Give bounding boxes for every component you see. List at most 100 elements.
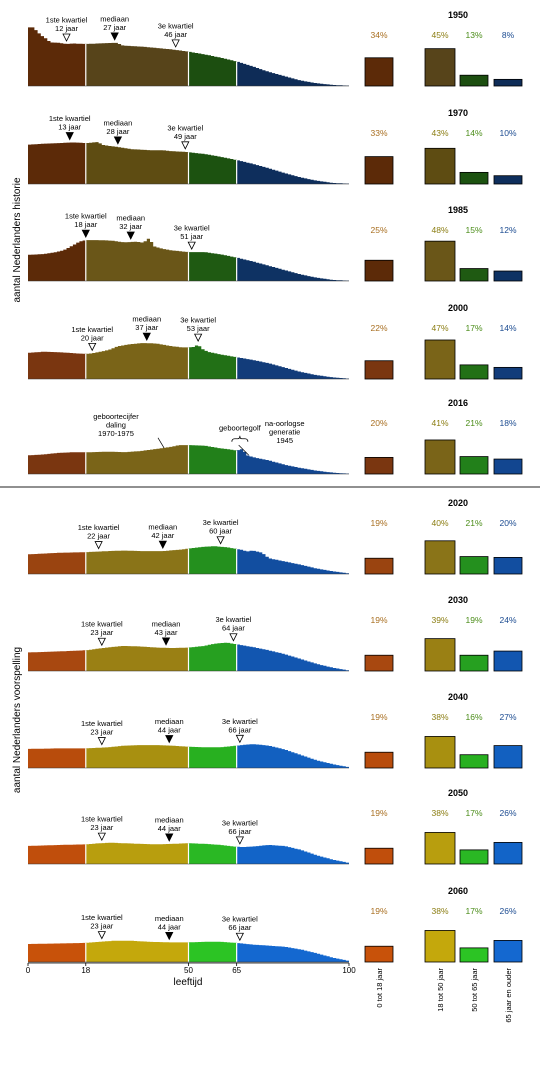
share-label-1970-3: 10% (499, 128, 516, 138)
share-bar-2040-0 (364, 751, 394, 769)
age-area-2016-g1 (85, 445, 189, 474)
annotation-text-1950-2-1: 46 jaar (164, 30, 187, 39)
quartile-marker-2060-2 (235, 932, 245, 942)
age-area-2000-g2 (188, 345, 237, 379)
age-area-2060-g0 (28, 942, 86, 962)
quartile-marker-2050-1 (165, 833, 174, 842)
annotation-text-2000-0-0: 1ste kwartiel (71, 325, 113, 334)
share-bar-2020-2 (459, 556, 489, 575)
pointer-2016-0 (157, 437, 165, 448)
share-bar-1970-0 (364, 156, 394, 185)
share-bar-2000-1 (424, 339, 456, 380)
annotation-text-2050-2-1: 66 jaar (228, 827, 251, 836)
age-area-2050-g1 (85, 842, 189, 864)
age-area-1985-g3 (236, 257, 349, 281)
share-label-2030-2: 19% (465, 615, 482, 625)
age-area-2020-g2 (188, 546, 237, 574)
share-bar-2016-0 (364, 456, 394, 475)
annotation-text-2050-0-0: 1ste kwartiel (81, 815, 123, 824)
share-bar-1985-2 (459, 268, 489, 282)
age-area-2016-g0 (28, 452, 86, 474)
annotation-text-2050-2-0: 3e kwartiel (222, 818, 258, 827)
share-label-2030-3: 24% (499, 615, 516, 625)
share-label-1985-0: 25% (370, 225, 387, 235)
quartile-marker-2050-0 (97, 832, 106, 842)
annotation-text-2060-1-0: mediaan (155, 914, 184, 923)
annotation-text-1970-0-1: 13 jaar (58, 123, 81, 132)
quartile-marker-1970-2 (181, 141, 190, 150)
annotation-text-2040-2-1: 66 jaar (228, 725, 251, 734)
age-area-2040-g1 (85, 745, 189, 768)
annotation-text-2060-2-0: 3e kwartiel (222, 915, 258, 924)
age-area-1950-g2 (188, 51, 237, 86)
age-area-2030-g1 (85, 646, 189, 671)
age-area-2016-g3 (236, 449, 349, 474)
share-bar-2060-2 (459, 947, 489, 963)
quartile-marker-1970-1 (113, 136, 123, 145)
share-label-2016-0: 20% (370, 418, 387, 428)
quartile-marker-2030-0 (97, 637, 106, 647)
share-label-1985-2: 15% (465, 225, 482, 235)
x-tick-label-1: 18 (81, 966, 90, 975)
age-area-2050-g0 (28, 844, 86, 864)
year-label-2016: 2016 (448, 398, 468, 408)
annotation-text-2020-2-1: 60 jaar (209, 527, 232, 536)
quartile-marker-2050-2 (235, 836, 245, 845)
age-area-1985-g2 (188, 252, 237, 281)
x-axis: 0 18 50 65 100 (26, 962, 356, 975)
share-label-2020-1: 40% (431, 518, 448, 528)
annotation-2016-1: geboortegolf (219, 424, 262, 442)
age-area-2020-g0 (28, 552, 86, 574)
annotation-text-2050-1-0: mediaan (155, 815, 184, 824)
share-bar-2000-2 (459, 364, 489, 380)
age-area-2050-g2 (188, 843, 237, 864)
quartile-marker-2030-2 (229, 633, 238, 642)
annotation-text-2030-0-0: 1ste kwartiel (81, 620, 123, 629)
share-bar-1950-0 (364, 57, 394, 87)
quartile-marker-2000-2 (193, 333, 203, 342)
age-area-2030-g0 (28, 650, 86, 671)
year-label-2060: 2060 (448, 886, 468, 896)
annotation-text-2016-0-0: geboortecijfer (93, 412, 139, 421)
age-area-2060-g2 (188, 941, 237, 962)
share-label-2020-2: 21% (465, 518, 482, 528)
age-area-1950-g0 (28, 27, 86, 86)
age-area-1970-g0 (28, 142, 86, 184)
share-bar-1970-3 (493, 175, 523, 185)
share-label-1970-2: 14% (465, 128, 482, 138)
age-group-labels: 0 tot 18 jaar 18 tot 50 jaar 50 tot 65 jaa… (375, 967, 513, 1022)
year-label-1950: 1950 (448, 10, 468, 20)
age-area-2020-g1 (85, 548, 189, 574)
share-label-2050-0: 19% (370, 808, 387, 818)
quartile-marker-2020-2 (216, 536, 225, 545)
share-label-2020-3: 20% (499, 518, 516, 528)
share-bar-2040-3 (493, 745, 523, 769)
annotation-text-2020-2-0: 3e kwartiel (203, 518, 239, 527)
share-label-2060-0: 19% (370, 906, 387, 916)
share-label-2040-0: 19% (370, 712, 387, 722)
share-bar-2050-2 (459, 849, 489, 865)
year-label-1970: 1970 (448, 108, 468, 118)
annotation-text-2040-2-0: 3e kwartiel (222, 717, 258, 726)
share-label-2060-2: 17% (465, 906, 482, 916)
share-bar-1985-3 (493, 270, 523, 282)
annotation-text-2020-0-1: 22 jaar (87, 532, 110, 541)
year-label-2050: 2050 (448, 788, 468, 798)
share-label-1985-1: 48% (431, 225, 448, 235)
age-area-2000-g3 (236, 357, 349, 379)
annotation-text-2060-1-1: 44 jaar (158, 922, 181, 931)
